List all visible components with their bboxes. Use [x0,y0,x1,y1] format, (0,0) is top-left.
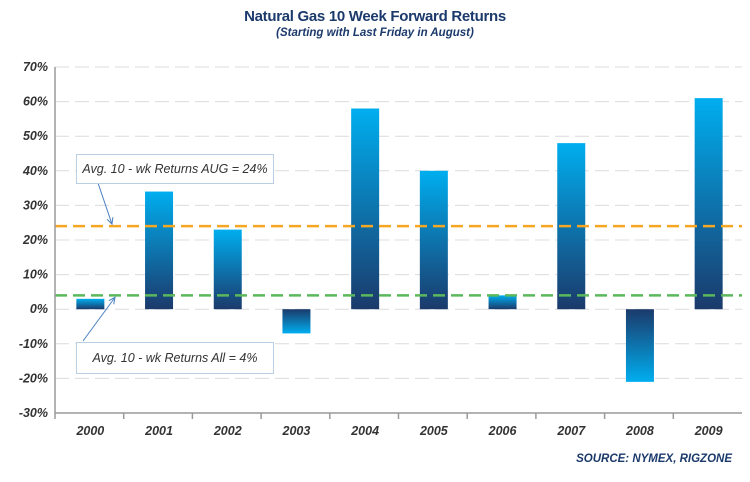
x-tick-label: 2008 [625,424,654,438]
x-tick-label: 2001 [144,424,173,438]
axes: -30% -20% -10% 0% 10% 20% 30% 40% 50% 60% 70% 2000 2… [19,60,742,438]
bar-2006 [488,295,517,310]
chart-subtitle: (Starting with Last Friday in August) [276,27,474,39]
bar-2001 [145,191,174,310]
reference-lines [55,224,742,297]
bars [76,98,723,382]
all-average-annotation: Avg. 10 - wk Returns All = 4% [76,342,274,374]
y-tick-label: -30% [19,406,48,420]
bar-2002 [213,229,242,310]
x-tick-label: 2009 [694,424,723,438]
bar-2004 [351,108,380,310]
all-arrow-head [108,296,116,305]
y-tick-label: 10% [23,268,48,282]
aug-average-annotation: Avg. 10 - wk Returns AUG = 24% [76,154,274,184]
x-tick-label: 2002 [213,424,242,438]
annotation-arrows [82,182,116,342]
y-tick-label: 20% [22,233,48,247]
y-tick-label: 50% [23,129,48,143]
y-tick-label: 60% [23,95,48,109]
x-tick-label: 2006 [488,424,518,438]
x-tick-label: 2004 [350,424,379,438]
bar-2005 [419,170,448,310]
source-note: SOURCE: NYMEX, RIGZONE [576,453,732,465]
x-tick-label: 2003 [282,424,311,438]
bar-2009 [694,98,723,310]
x-tick-label: 2005 [419,424,449,438]
y-tick-label: -10% [19,337,48,351]
y-tick-label: -20% [19,371,48,385]
all-arrow [82,297,116,342]
bar-2008 [625,309,654,382]
chart-title: Natural Gas 10 Week Forward Returns [244,8,506,25]
x-tick-label: 2007 [556,424,586,438]
aug-arrow-head [106,217,114,226]
y-tick-label: 70% [23,60,48,74]
y-tick-label: 0% [30,302,48,316]
y-tick-label: 40% [22,164,48,178]
aug-arrow [97,182,113,225]
x-tick-label: 2000 [75,424,104,438]
y-tick-label: 30% [23,198,48,212]
bar-2000 [76,298,105,310]
bar-2003 [282,309,311,334]
